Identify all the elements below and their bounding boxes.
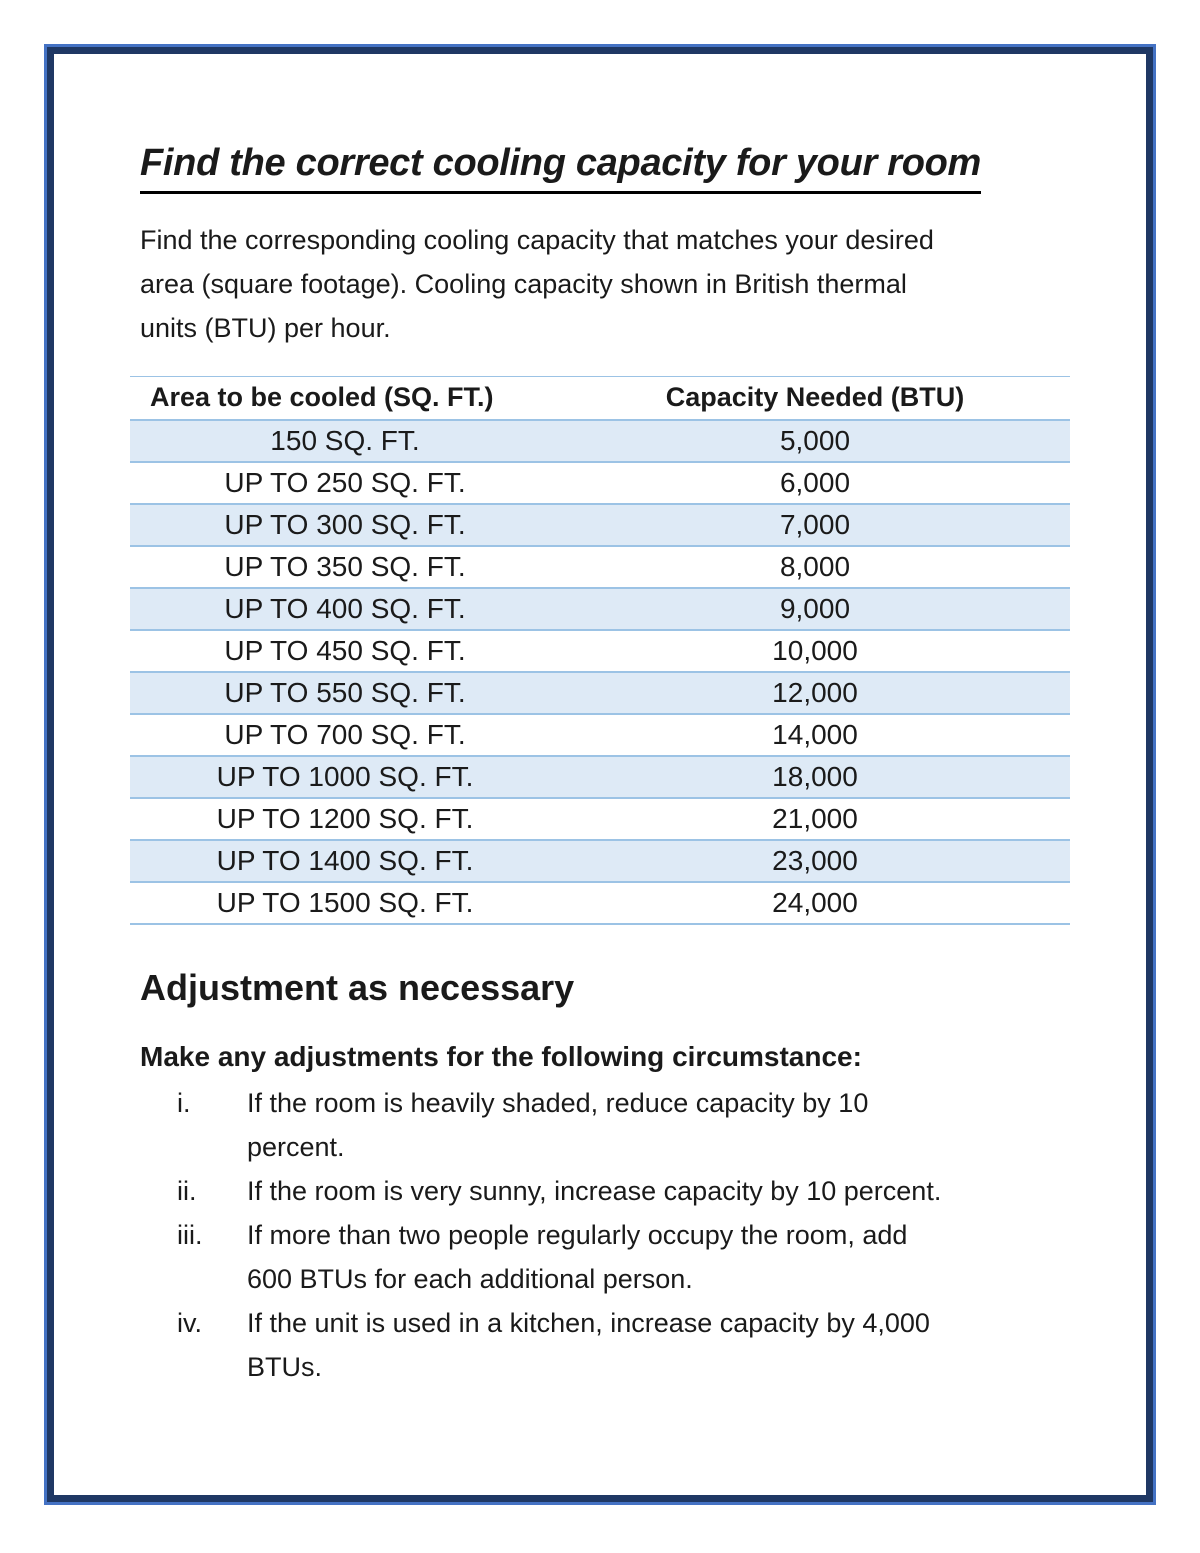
- area-cell: UP TO 1400 SQ. FT.: [130, 840, 560, 884]
- list-item: iii. If more than two people regularly o…: [140, 1213, 1066, 1301]
- list-item: iv. If the unit is used in a kitchen, in…: [140, 1301, 1066, 1389]
- list-item-number: i.: [177, 1088, 191, 1119]
- capacity-cell: 10,000: [560, 630, 1070, 674]
- area-cell: UP TO 550 SQ. FT.: [130, 672, 560, 716]
- capacity-cell: 6,000: [560, 462, 1070, 506]
- capacity-cell: 21,000: [560, 798, 1070, 842]
- area-cell: UP TO 300 SQ. FT.: [130, 504, 560, 548]
- capacity-cell: 8,000: [560, 546, 1070, 590]
- table-row: UP TO 550 SQ. FT. 12,000: [130, 672, 1070, 716]
- adjustment-heading: Adjustment as necessary: [140, 967, 575, 1009]
- table-header-row: Area to be cooled (SQ. FT.) Capacity Nee…: [130, 375, 1070, 422]
- area-cell: 150 SQ. FT.: [130, 420, 560, 464]
- table-row: UP TO 700 SQ. FT. 14,000: [130, 714, 1070, 758]
- table-row: UP TO 1200 SQ. FT. 21,000: [130, 798, 1070, 842]
- table-row: 150 SQ. FT. 5,000: [130, 420, 1070, 464]
- table-row: UP TO 300 SQ. FT. 7,000: [130, 504, 1070, 548]
- area-cell: UP TO 700 SQ. FT.: [130, 714, 560, 758]
- area-cell: UP TO 450 SQ. FT.: [130, 630, 560, 674]
- document-content: Find the correct cooling capacity for yo…: [54, 54, 1146, 1495]
- capacity-cell: 9,000: [560, 588, 1070, 632]
- cooling-capacity-table: Area to be cooled (SQ. FT.) Capacity Nee…: [130, 375, 1070, 926]
- adjustment-lead: Make any adjustments for the following c…: [140, 1041, 862, 1073]
- list-item-text: If the room is very sunny, increase capa…: [247, 1176, 942, 1207]
- table-row: UP TO 450 SQ. FT. 10,000: [130, 630, 1070, 674]
- intro-paragraph: Find the corresponding cooling capacity …: [140, 224, 934, 343]
- table-row: UP TO 350 SQ. FT. 8,000: [130, 546, 1070, 590]
- capacity-cell: 5,000: [560, 420, 1070, 464]
- list-item: i. If the room is heavily shaded, reduce…: [140, 1081, 1066, 1169]
- table-row: UP TO 1500 SQ. FT. 24,000: [130, 882, 1070, 926]
- adjustment-list: i. If the room is heavily shaded, reduce…: [140, 1081, 1066, 1389]
- list-item-number: iii.: [177, 1220, 203, 1251]
- page-title: Find the correct cooling capacity for yo…: [140, 142, 1066, 194]
- capacity-cell: 12,000: [560, 672, 1070, 716]
- area-cell: UP TO 350 SQ. FT.: [130, 546, 560, 590]
- list-item-text: If the unit is used in a kitchen, increa…: [247, 1308, 930, 1383]
- list-item-number: iv.: [177, 1308, 202, 1339]
- table-header: Area to be cooled (SQ. FT.) Capacity Nee…: [130, 375, 1070, 422]
- area-cell: UP TO 1000 SQ. FT.: [130, 756, 560, 800]
- list-item-number: ii.: [177, 1176, 197, 1207]
- table-row: UP TO 400 SQ. FT. 9,000: [130, 588, 1070, 632]
- table-row: UP TO 250 SQ. FT. 6,000: [130, 462, 1070, 506]
- capacity-cell: 24,000: [560, 882, 1070, 926]
- area-cell: UP TO 1200 SQ. FT.: [130, 798, 560, 842]
- list-item: ii. If the room is very sunny, increase …: [140, 1169, 1066, 1213]
- column-header-area: Area to be cooled (SQ. FT.): [130, 375, 560, 422]
- capacity-cell: 7,000: [560, 504, 1070, 548]
- table-body: 150 SQ. FT. 5,000 UP TO 250 SQ. FT. 6,00…: [130, 420, 1070, 926]
- page-title-text: Find the correct cooling capacity for yo…: [140, 142, 981, 194]
- table-row: UP TO 1400 SQ. FT. 23,000: [130, 840, 1070, 884]
- area-cell: UP TO 1500 SQ. FT.: [130, 882, 560, 926]
- capacity-cell: 23,000: [560, 840, 1070, 884]
- list-item-text: If the room is heavily shaded, reduce ca…: [247, 1088, 869, 1163]
- capacity-cell: 14,000: [560, 714, 1070, 758]
- table-row: UP TO 1000 SQ. FT. 18,000: [130, 756, 1070, 800]
- area-cell: UP TO 250 SQ. FT.: [130, 462, 560, 506]
- column-header-capacity: Capacity Needed (BTU): [560, 375, 1070, 422]
- list-item-text: If more than two people regularly occupy…: [247, 1220, 908, 1295]
- area-cell: UP TO 400 SQ. FT.: [130, 588, 560, 632]
- capacity-cell: 18,000: [560, 756, 1070, 800]
